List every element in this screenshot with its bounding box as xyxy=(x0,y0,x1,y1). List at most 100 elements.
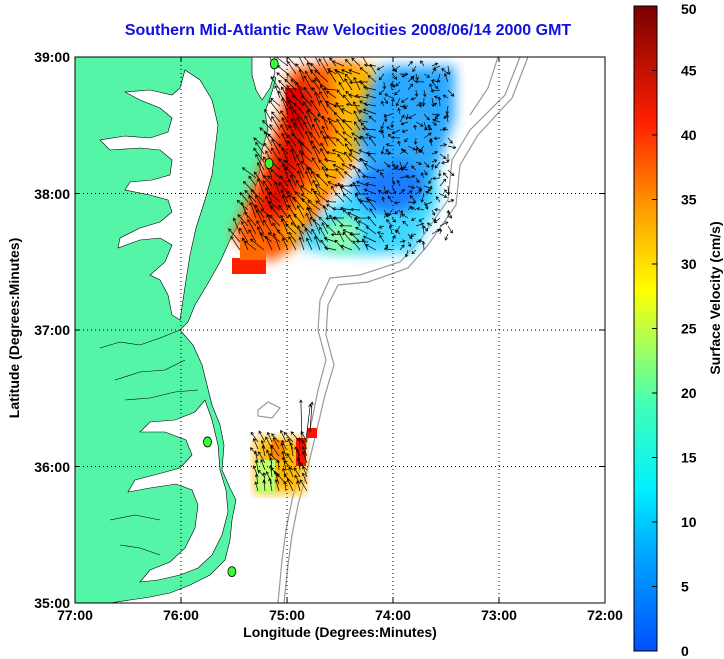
velocity-vector xyxy=(301,95,313,107)
velocity-vector xyxy=(250,189,265,203)
velocity-vector xyxy=(399,244,405,251)
velocity-vector xyxy=(312,218,321,235)
velocity-vector xyxy=(444,233,449,241)
velocity-vector xyxy=(431,209,436,216)
velocity-vector xyxy=(388,209,393,217)
velocity-vector xyxy=(380,171,385,179)
velocity-vector xyxy=(302,451,308,464)
velocity-vector xyxy=(291,94,305,107)
velocity-vector xyxy=(360,81,369,91)
velocity-vector xyxy=(331,60,345,67)
velocity-vector xyxy=(407,190,413,195)
velocity-vector xyxy=(344,73,353,83)
velocity-vector xyxy=(239,227,249,243)
velocity-vector xyxy=(278,79,289,91)
velocity-vector xyxy=(415,177,420,184)
velocity-vector xyxy=(298,236,305,251)
velocity-vector xyxy=(249,202,257,219)
velocity-vector xyxy=(301,439,308,450)
velocity-vector xyxy=(248,195,257,211)
velocity-vector xyxy=(306,207,321,219)
velocity-vector xyxy=(249,447,259,457)
colorbar-tick-label: 0 xyxy=(681,643,689,659)
velocity-vector xyxy=(297,225,305,243)
velocity-vector xyxy=(399,239,406,244)
velocity-vector xyxy=(418,217,425,222)
velocity-vector xyxy=(296,162,305,179)
velocity-vector xyxy=(343,94,353,107)
velocity-vector xyxy=(414,89,419,97)
velocity-vector xyxy=(344,151,353,163)
velocity-vector xyxy=(437,96,442,107)
velocity-vector xyxy=(342,231,353,243)
velocity-vector xyxy=(305,170,313,187)
velocity-vector xyxy=(313,117,321,131)
velocity-vector xyxy=(290,174,297,187)
velocity-vector xyxy=(423,73,431,78)
velocity-vector xyxy=(363,163,377,171)
velocity-vector xyxy=(290,431,301,443)
velocity-vector xyxy=(395,81,401,87)
velocity-vector xyxy=(391,81,396,89)
velocity-vector xyxy=(447,89,455,97)
velocity-vector xyxy=(295,154,305,171)
velocity-vector xyxy=(285,166,297,179)
velocity-vector xyxy=(369,63,377,75)
velocity-vector xyxy=(341,163,353,171)
velocity-vector xyxy=(312,145,321,163)
velocity-vector xyxy=(309,401,314,433)
velocity-vector xyxy=(241,237,249,251)
velocity-vector xyxy=(313,190,329,203)
velocity-vector xyxy=(286,478,294,492)
velocity-vector xyxy=(288,231,297,243)
velocity-vector xyxy=(410,233,417,237)
velocity-vector xyxy=(400,148,409,155)
velocity-vector xyxy=(255,141,265,155)
velocity-vector xyxy=(378,73,385,81)
velocity-vector xyxy=(274,85,281,99)
velocity-vector xyxy=(434,161,441,169)
velocity-vector xyxy=(257,469,266,478)
velocity-vector xyxy=(415,121,424,127)
radar-station-marker xyxy=(269,58,279,70)
velocity-vector xyxy=(269,124,281,139)
colorbar-tick-label: 10 xyxy=(681,514,697,530)
velocity-vector xyxy=(399,114,405,123)
velocity-vector xyxy=(419,149,425,155)
velocity-vector xyxy=(293,196,305,211)
velocity-vector xyxy=(423,132,432,139)
velocity-vector xyxy=(253,147,265,163)
velocity-vector xyxy=(431,81,439,90)
velocity-vector xyxy=(328,120,337,131)
velocity-vector xyxy=(411,249,417,255)
colorbar-tick-label: 30 xyxy=(681,256,697,272)
velocity-vector xyxy=(399,105,408,110)
velocity-vector xyxy=(401,73,409,78)
velocity-vector xyxy=(295,63,305,75)
velocity-vector xyxy=(447,169,455,177)
velocity-vector xyxy=(368,136,377,147)
velocity-vector xyxy=(262,120,273,131)
y-tick: 36:00 xyxy=(34,459,70,475)
velocity-vector xyxy=(352,240,361,251)
velocity-vector xyxy=(278,181,289,195)
velocity-vector xyxy=(351,57,361,67)
velocity-vector xyxy=(420,60,425,67)
y-tick: 39:00 xyxy=(34,49,70,65)
velocity-vector xyxy=(281,132,289,147)
velocity-vector xyxy=(404,249,409,258)
velocity-vector xyxy=(300,430,308,443)
velocity-vector xyxy=(431,62,439,67)
velocity-vector xyxy=(446,209,451,219)
velocity-vector xyxy=(256,220,265,235)
velocity-vector xyxy=(407,61,413,67)
velocity-vector xyxy=(352,181,361,195)
velocity-vector xyxy=(282,163,289,179)
velocity-vector xyxy=(423,169,428,176)
velocity-vector xyxy=(270,444,280,457)
velocity-vector xyxy=(399,174,410,179)
velocity-vector xyxy=(423,161,430,168)
velocity-vector xyxy=(335,130,345,139)
velocity-vector xyxy=(278,204,289,219)
velocity-vector xyxy=(249,238,265,251)
